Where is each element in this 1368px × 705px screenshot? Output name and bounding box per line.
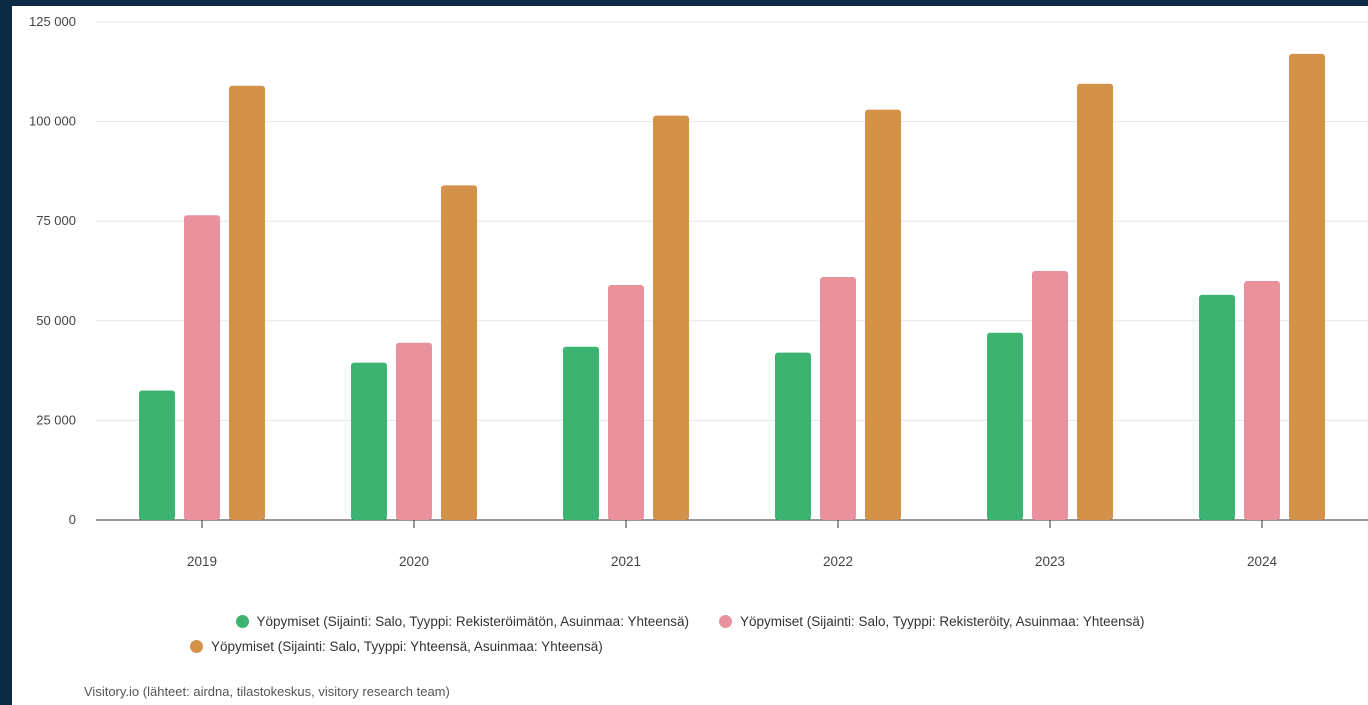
bar-registered-2022[interactable]: [820, 276, 856, 520]
y-tick-label: 25 000: [36, 412, 76, 427]
bar-total-2024[interactable]: [1289, 53, 1325, 520]
bar-unregistered-2020[interactable]: [351, 362, 387, 520]
legend-label-unregistered: Yöpymiset (Sijainti: Salo, Tyyppi: Rekis…: [256, 614, 689, 629]
x-tick-label: 2020: [399, 554, 429, 569]
legend-item-registered[interactable]: Yöpymiset (Sijainti: Salo, Tyyppi: Rekis…: [719, 614, 1144, 629]
legend-marker-total: [190, 640, 203, 653]
bar-total-2023[interactable]: [1077, 83, 1113, 520]
y-tick-label: 125 000: [29, 14, 76, 29]
x-tick-label: 2019: [187, 554, 217, 569]
y-tick-label: 75 000: [36, 213, 76, 228]
bar-registered-2020[interactable]: [396, 342, 432, 520]
legend-marker-registered: [719, 615, 732, 628]
x-tick-label: 2021: [611, 554, 641, 569]
bar-registered-2019[interactable]: [184, 215, 220, 520]
bar-unregistered-2023[interactable]: [987, 332, 1023, 520]
bar-unregistered-2024[interactable]: [1199, 294, 1235, 520]
bar-unregistered-2022[interactable]: [775, 352, 811, 520]
x-tick-label: 2023: [1035, 554, 1065, 569]
credits-text[interactable]: Visitory.io (lähteet: airdna, tilastokes…: [84, 684, 450, 699]
bar-total-2022[interactable]: [865, 109, 901, 520]
bar-unregistered-2019[interactable]: [139, 390, 175, 520]
bar-total-2020[interactable]: [441, 185, 477, 520]
bar-registered-2024[interactable]: [1244, 280, 1280, 520]
bar-unregistered-2021[interactable]: [563, 346, 599, 520]
legend-marker-unregistered: [235, 615, 249, 628]
bar-chart: 0 25 000 50 000 75 000 100 000 125 000 2019 202…: [29, 14, 1368, 569]
legend: Yöpymiset (Sijainti: Salo, Tyyppi: Rekis…: [12, 614, 1368, 664]
legend-label-total: Yöpymiset (Sijainti: Salo, Tyyppi: Yhtee…: [211, 639, 603, 654]
y-tick-label: 0: [69, 512, 76, 527]
bar-total-2019[interactable]: [229, 85, 265, 520]
legend-label-registered: Yöpymiset (Sijainti: Salo, Tyyppi: Rekis…: [740, 614, 1145, 629]
x-tick-label: 2024: [1247, 554, 1278, 569]
bar-registered-2021[interactable]: [608, 284, 644, 520]
x-tick-label: 2022: [823, 554, 853, 569]
bar-total-2021[interactable]: [653, 115, 689, 521]
legend-item-unregistered[interactable]: Yöpymiset (Sijainti: Salo, Tyyppi: Rekis…: [235, 614, 689, 629]
chart-panel: 0 25 000 50 000 75 000 100 000 125 000 2019 202…: [12, 6, 1368, 705]
legend-item-total[interactable]: Yöpymiset (Sijainti: Salo, Tyyppi: Yhtee…: [190, 639, 603, 654]
bar-registered-2023[interactable]: [1032, 271, 1068, 520]
y-tick-label: 50 000: [36, 313, 76, 328]
y-tick-label: 100 000: [29, 114, 76, 129]
